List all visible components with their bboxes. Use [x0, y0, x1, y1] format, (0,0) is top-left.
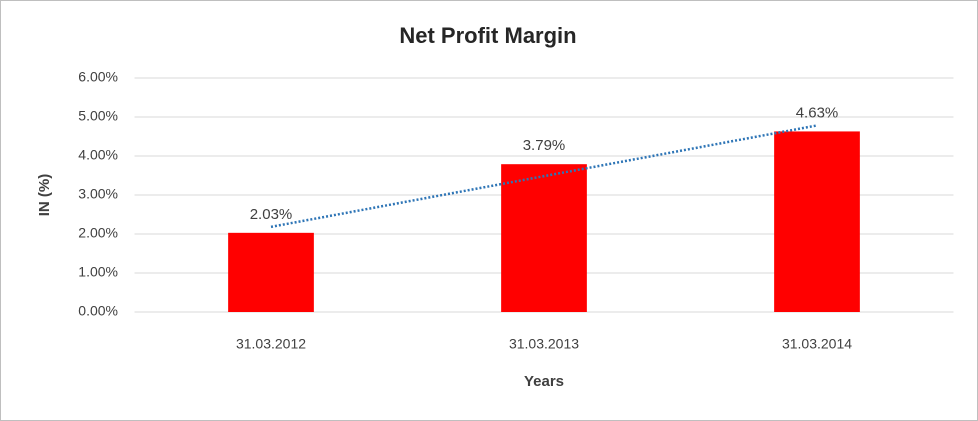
bar [228, 232, 314, 312]
y-tick-label: 2.00% [78, 225, 118, 241]
bar [774, 131, 860, 312]
y-tick-label: 5.00% [78, 108, 118, 124]
bar [501, 164, 587, 312]
chart-title: Net Profit Margin [399, 23, 576, 48]
data-label: 4.63% [796, 104, 839, 121]
y-tick-label: 1.00% [78, 264, 118, 280]
y-tick-label: 0.00% [78, 303, 118, 319]
x-tick-label: 31.03.2012 [236, 336, 306, 352]
y-tick-label: 4.00% [78, 147, 118, 163]
trendline [270, 124, 818, 229]
data-label: 2.03% [250, 206, 293, 223]
x-tick-label: 31.03.2013 [509, 336, 579, 352]
y-axis-label: IN (%) [36, 174, 53, 217]
y-tick-label: 3.00% [78, 186, 118, 202]
y-tick-label: 6.00% [78, 69, 118, 85]
x-axis-label: Years [524, 373, 564, 390]
x-tick-label: 31.03.2014 [782, 336, 852, 352]
data-label: 3.79% [523, 137, 566, 154]
